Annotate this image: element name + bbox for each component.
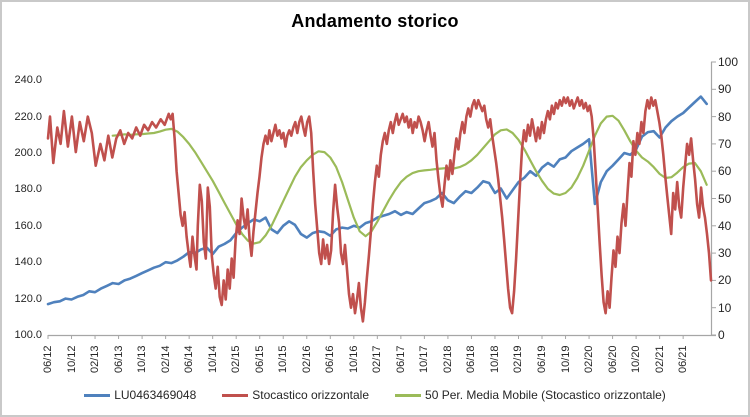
x-axis-label: 10/17 (418, 345, 431, 373)
x-axis-label: 06/21 (677, 345, 690, 373)
y-axis-left-label: 200.0 (14, 147, 42, 159)
green-line-swatch (395, 393, 422, 397)
x-axis-label: 02/18 (441, 345, 454, 373)
x-axis-label: 06/15 (253, 345, 266, 373)
x-axis-label: 06/13 (112, 345, 125, 373)
legend-item-fund: LU0463469048 (84, 388, 196, 402)
x-axis-label: 02/16 (300, 345, 313, 373)
y-axis-right-label: 90 (718, 82, 732, 97)
legend-label-stochastic: Stocastico orizzontale (252, 388, 370, 402)
x-axis-label: 06/12 (42, 345, 54, 373)
chart-title: Andamento storico (291, 11, 459, 31)
red-line-swatch (222, 393, 249, 397)
y-axis-right-label: 80 (718, 109, 732, 124)
x-axis-label: 02/13 (89, 345, 102, 373)
x-axis-label: 10/16 (347, 345, 360, 373)
legend-label-fund: LU0463469048 (114, 388, 197, 402)
x-axis-label: 06/18 (465, 345, 478, 373)
x-axis-label: 02/19 (512, 345, 525, 373)
y-axis-left-label: 100.0 (14, 329, 42, 341)
x-axis-label: 02/21 (653, 345, 666, 373)
x-axis-label: 06/20 (606, 345, 619, 373)
y-axis-left-label: 120.0 (14, 292, 42, 305)
x-axis-label: 10/15 (277, 345, 290, 373)
x-axis-label: 06/16 (324, 345, 337, 373)
series-line-red (46, 96, 713, 323)
x-axis-label: 02/15 (230, 345, 243, 373)
x-axis-label: 06/14 (183, 345, 196, 373)
y-axis-left-label: 140.0 (14, 256, 42, 269)
y-axis-left-label: 220.0 (14, 110, 42, 123)
y-axis-right-label: 100 (718, 55, 739, 69)
x-axis-label: 06/19 (536, 345, 548, 373)
y-axis-right-label: 20 (718, 273, 732, 288)
legend-item-moving-average: 50 Per. Media Mobile (Stocastico orizzon… (395, 388, 666, 402)
series-line-green (111, 114, 708, 245)
y-axis-right-label: 0 (718, 328, 725, 342)
y-axis-right-label: 70 (718, 136, 732, 151)
x-axis-label: 10/20 (630, 345, 643, 373)
y-axis-right-label: 60 (718, 164, 732, 179)
x-axis-label: 02/14 (159, 345, 172, 373)
legend-label-moving-average: 50 Per. Media Mobile (Stocastico orizzon… (425, 388, 666, 402)
legend: LU0463469048 Stocastico orizzontale 50 P… (2, 388, 748, 402)
legend-item-stochastic: Stocastico orizzontale (222, 388, 369, 402)
y-axis-left-label: 240.0 (14, 74, 42, 87)
y-axis-right-label: 50 (718, 191, 732, 206)
y-axis-left-label: 160.0 (14, 219, 42, 232)
x-axis-label: 10/13 (136, 345, 149, 373)
y-axis-right-label: 40 (718, 218, 732, 233)
y-axis-right-label: 30 (718, 246, 732, 261)
x-axis-label: 02/17 (371, 345, 384, 373)
y-axis-left-label: 180.0 (14, 183, 42, 196)
blue-line-swatch (84, 393, 111, 397)
x-axis-label: 10/14 (206, 345, 219, 373)
x-axis-label: 10/18 (488, 345, 501, 373)
x-axis-label: 10/12 (65, 345, 78, 373)
x-axis-label: 10/19 (559, 345, 572, 373)
x-axis-label: 06/17 (394, 345, 407, 373)
x-axis-label: 02/20 (583, 345, 596, 373)
y-axis-right-label: 10 (718, 300, 732, 315)
